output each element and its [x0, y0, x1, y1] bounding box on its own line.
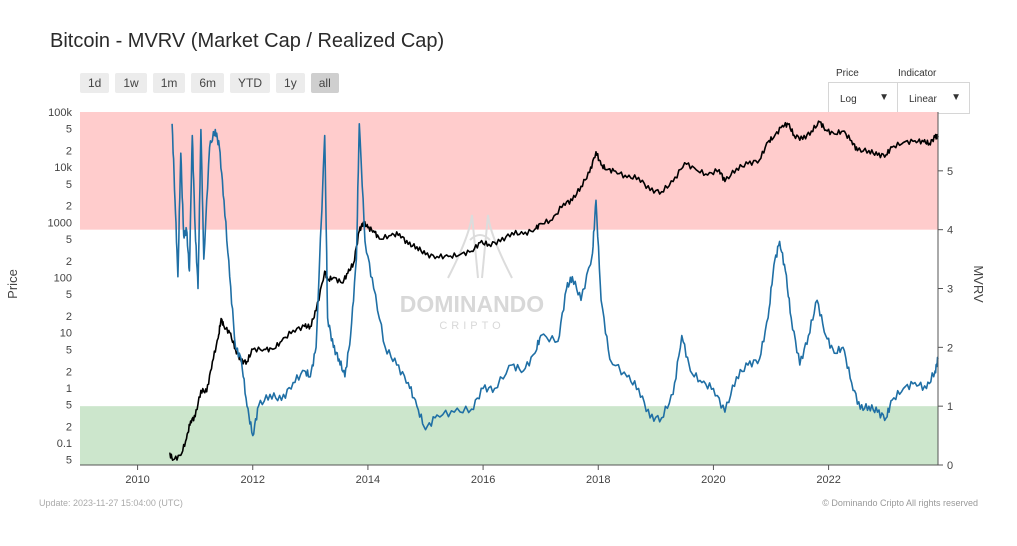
y-left-tick-label: 10k	[54, 162, 72, 174]
y-left-tick-label: 1000	[48, 217, 72, 229]
y-left-tick-label: 5	[66, 289, 72, 301]
y-right-tick-label: 1	[947, 401, 953, 413]
range-button-6m[interactable]: 6m	[191, 73, 225, 93]
series-line-price	[169, 120, 939, 461]
y-left-tick-label: 2	[66, 421, 72, 433]
y-left-tick-label: 0.1	[57, 438, 72, 450]
chart-title: Bitcoin - MVRV (Market Cap / Realized Ca…	[50, 30, 445, 52]
x-tick-label: 2012	[241, 474, 265, 486]
x-tick-label: 2022	[816, 474, 840, 486]
indicator-scale-label: Indicator	[898, 68, 937, 79]
range-button-all[interactable]: all	[310, 73, 339, 93]
y-left-tick-label: 2	[66, 146, 72, 158]
chevron-down-icon: ▼	[951, 92, 961, 103]
y-right-tick-label: 0	[947, 460, 953, 472]
y-right-tick-label: 3	[947, 284, 953, 296]
y-left-axis-title: Price	[5, 269, 20, 299]
watermark-name: DOMINANDO	[400, 291, 544, 317]
mvrv-band-1	[80, 406, 938, 465]
price-scale-value: Log	[840, 94, 857, 105]
range-button-1m[interactable]: 1m	[152, 73, 186, 93]
series-line-mvrv	[171, 123, 939, 437]
y-left-tick-label: 100k	[48, 107, 72, 119]
price-scale-dropdown[interactable]: Log ▼	[828, 82, 898, 114]
x-tick-label: 2014	[356, 474, 380, 486]
y-left-tick-label: 2	[66, 366, 72, 378]
indicator-scale-value: Linear	[909, 94, 937, 105]
y-left-tick-label: 5	[66, 399, 72, 411]
y-left-tick-label: 5	[66, 344, 72, 356]
x-tick-label: 2020	[701, 474, 725, 486]
range-selector: 1d 1w 1m 6m YTD 1y all	[80, 73, 339, 93]
watermark-logo: DOMINANDO CRIPTO	[400, 214, 544, 332]
range-button-1d[interactable]: 1d	[80, 73, 110, 93]
y-left-tick-label: 100	[54, 273, 72, 285]
mvrv-band-0	[80, 112, 938, 230]
y-left-tick-label: 5	[66, 234, 72, 246]
price-scale-label: Price	[836, 68, 859, 79]
range-button-1w[interactable]: 1w	[115, 73, 147, 93]
y-left-tick-label: 1	[66, 383, 72, 395]
range-button-1y[interactable]: 1y	[276, 73, 305, 93]
y-left-tick-label: 5	[66, 179, 72, 191]
x-tick-label: 2018	[586, 474, 610, 486]
y-left-tick-label: 5	[66, 455, 72, 467]
y-left-tick-label: 2	[66, 311, 72, 323]
y-left-tick-label: 2	[66, 201, 72, 213]
update-timestamp: Update: 2023-11-27 15:04:00 (UTC)	[39, 498, 183, 508]
y-left-tick-label: 5	[66, 124, 72, 136]
copyright-notice: © Dominando Cripto All rights reserved	[822, 498, 978, 508]
x-tick-label: 2010	[125, 474, 149, 486]
indicator-scale-dropdown[interactable]: Linear ▼	[897, 82, 970, 114]
chevron-down-icon: ▼	[879, 92, 889, 103]
y-right-tick-label: 5	[947, 166, 953, 178]
y-left-tick-label: 10	[60, 328, 72, 340]
x-tick-label: 2016	[471, 474, 495, 486]
y-right-axis-title: MVRV	[971, 265, 986, 303]
y-left-tick-label: 2	[66, 256, 72, 268]
range-button-ytd[interactable]: YTD	[230, 73, 271, 93]
y-right-tick-label: 2	[947, 342, 953, 354]
watermark-sub: CRIPTO	[439, 320, 504, 332]
y-right-tick-label: 4	[947, 225, 953, 237]
